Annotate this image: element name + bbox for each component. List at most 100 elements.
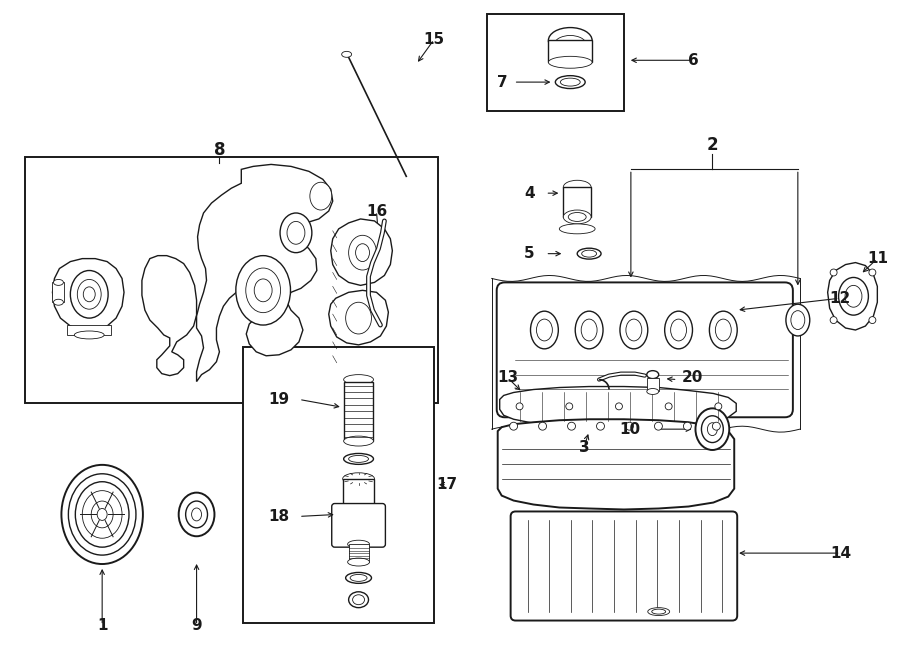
- Text: 16: 16: [365, 204, 387, 219]
- Text: 13: 13: [497, 370, 518, 385]
- Polygon shape: [142, 256, 196, 375]
- Ellipse shape: [346, 302, 372, 334]
- Ellipse shape: [97, 508, 107, 520]
- Ellipse shape: [575, 311, 603, 349]
- Text: 19: 19: [268, 392, 290, 407]
- Text: 4: 4: [524, 186, 535, 201]
- Ellipse shape: [701, 416, 724, 443]
- Ellipse shape: [91, 501, 113, 528]
- Bar: [348, 544, 368, 562]
- Bar: [487, 14, 624, 111]
- Circle shape: [683, 422, 691, 430]
- Circle shape: [665, 403, 672, 410]
- Text: 11: 11: [867, 251, 887, 266]
- Ellipse shape: [647, 371, 659, 379]
- FancyBboxPatch shape: [497, 282, 793, 417]
- Ellipse shape: [348, 455, 368, 463]
- Text: 3: 3: [579, 440, 590, 455]
- Ellipse shape: [709, 311, 737, 349]
- Ellipse shape: [786, 304, 810, 336]
- Ellipse shape: [75, 331, 104, 339]
- Bar: [52, 282, 65, 302]
- Ellipse shape: [246, 268, 281, 313]
- Text: 18: 18: [268, 509, 290, 524]
- Ellipse shape: [344, 436, 374, 446]
- Ellipse shape: [845, 286, 862, 307]
- Ellipse shape: [559, 224, 595, 234]
- Circle shape: [516, 403, 523, 410]
- Ellipse shape: [791, 311, 805, 329]
- Ellipse shape: [665, 311, 692, 349]
- Ellipse shape: [77, 280, 101, 309]
- Ellipse shape: [185, 501, 208, 528]
- Polygon shape: [828, 262, 878, 330]
- Text: 20: 20: [682, 370, 703, 385]
- Ellipse shape: [61, 465, 143, 564]
- FancyBboxPatch shape: [332, 504, 385, 547]
- Ellipse shape: [696, 408, 729, 450]
- FancyBboxPatch shape: [510, 512, 737, 621]
- Bar: [647, 377, 659, 391]
- Ellipse shape: [555, 75, 585, 89]
- Circle shape: [830, 269, 837, 276]
- Circle shape: [509, 422, 518, 430]
- Ellipse shape: [347, 558, 370, 566]
- Polygon shape: [52, 258, 124, 330]
- Ellipse shape: [350, 574, 367, 582]
- Ellipse shape: [353, 595, 364, 605]
- Circle shape: [713, 422, 720, 430]
- Circle shape: [568, 422, 575, 430]
- Ellipse shape: [716, 319, 732, 341]
- Text: 15: 15: [424, 32, 445, 47]
- Ellipse shape: [839, 278, 868, 315]
- Circle shape: [654, 422, 662, 430]
- Circle shape: [626, 422, 634, 430]
- Ellipse shape: [280, 213, 312, 253]
- Bar: [563, 187, 591, 217]
- Ellipse shape: [68, 474, 136, 555]
- Ellipse shape: [554, 36, 586, 54]
- Ellipse shape: [287, 221, 305, 244]
- Bar: [343, 479, 374, 508]
- Ellipse shape: [348, 592, 368, 607]
- Ellipse shape: [563, 180, 591, 194]
- Ellipse shape: [344, 375, 374, 385]
- Ellipse shape: [670, 319, 687, 341]
- Ellipse shape: [626, 319, 642, 341]
- Text: 9: 9: [192, 618, 202, 633]
- Text: 8: 8: [213, 141, 225, 159]
- Text: 10: 10: [619, 422, 641, 437]
- Ellipse shape: [179, 492, 214, 536]
- Ellipse shape: [70, 270, 108, 318]
- Bar: [243, 347, 434, 623]
- Ellipse shape: [561, 78, 581, 86]
- Text: 14: 14: [830, 545, 851, 561]
- Ellipse shape: [563, 210, 591, 224]
- Ellipse shape: [568, 212, 586, 221]
- Ellipse shape: [707, 423, 717, 436]
- Ellipse shape: [82, 490, 122, 538]
- Circle shape: [830, 317, 837, 323]
- Circle shape: [597, 422, 605, 430]
- Ellipse shape: [192, 508, 202, 521]
- Ellipse shape: [348, 235, 376, 270]
- Text: 7: 7: [498, 75, 508, 90]
- Ellipse shape: [648, 607, 670, 615]
- Ellipse shape: [236, 256, 291, 325]
- Ellipse shape: [346, 572, 372, 584]
- Text: 6: 6: [688, 53, 699, 68]
- Ellipse shape: [530, 311, 558, 349]
- Ellipse shape: [620, 311, 648, 349]
- Ellipse shape: [548, 28, 592, 54]
- Circle shape: [566, 403, 572, 410]
- Bar: [344, 381, 374, 441]
- Ellipse shape: [342, 52, 352, 58]
- Circle shape: [538, 422, 546, 430]
- Bar: [548, 40, 592, 62]
- Polygon shape: [500, 387, 736, 425]
- Text: 5: 5: [524, 246, 535, 261]
- Ellipse shape: [53, 280, 63, 286]
- Ellipse shape: [647, 389, 659, 395]
- Text: 1: 1: [97, 618, 107, 633]
- Ellipse shape: [536, 319, 553, 341]
